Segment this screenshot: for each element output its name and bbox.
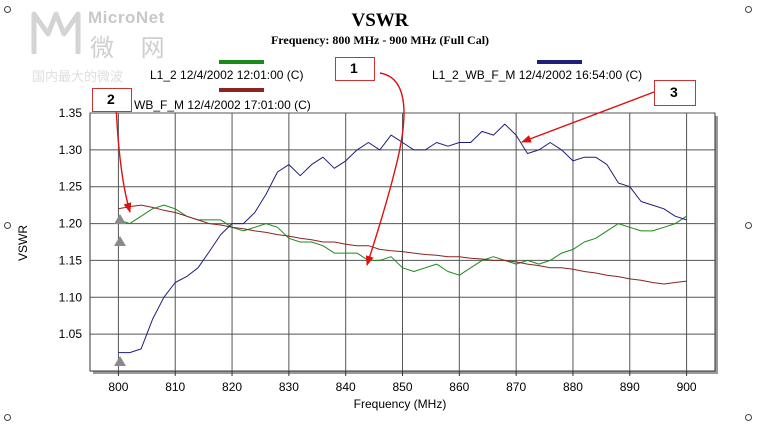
resize-handle-mid-right[interactable] [745, 222, 752, 229]
x-tick-label: 880 [563, 380, 583, 394]
chart-title: VSWR [351, 10, 408, 31]
callout-box-3[interactable]: 3 [654, 80, 696, 106]
x-tick-label: 850 [392, 380, 412, 394]
callout-arrow-1 [365, 72, 405, 266]
callout-arrow-2 [115, 103, 132, 213]
callout-label-1: 1 [350, 60, 358, 76]
watermark-chinese: 微 网 [90, 35, 175, 62]
watermark-brand: MicroNet [88, 8, 165, 27]
legend-label-1: L1_2 12/4/2002 12:01:00 (C) [150, 68, 303, 82]
resize-handle-top-right[interactable] [745, 6, 752, 13]
legend-label-3: L1_2_WB_F_M 12/4/2002 16:54:00 (C) [432, 68, 642, 82]
callout-label-3: 3 [670, 84, 678, 100]
callout-arrow-3 [521, 91, 655, 143]
callout-box-2[interactable]: 2 [92, 88, 132, 112]
y-tick-label: 1.30 [59, 143, 83, 157]
y-tick-label: 1.15 [59, 253, 83, 267]
resize-handle-top-left[interactable] [4, 6, 11, 13]
legend-label-2: WB_F_M 12/4/2002 17:01:00 (C) [134, 98, 311, 112]
y-tick-label: 1.25 [59, 180, 83, 194]
series-line-3 [118, 123, 687, 354]
watermark-tagline: 国内最大的微波 [32, 69, 124, 84]
x-tick-label: 810 [165, 380, 185, 394]
y-tick-label: 1.05 [59, 327, 83, 341]
x-tick-label: 860 [449, 380, 469, 394]
marker-triangle-icon [114, 214, 126, 224]
resize-handle-bottom-right[interactable] [745, 414, 752, 421]
y-axis-label: VSWR [16, 225, 30, 261]
y-tick-label: 1.35 [59, 106, 83, 120]
series-line-1 [118, 204, 687, 276]
micronet-logo-icon [31, 11, 81, 54]
resize-handle-mid-left[interactable] [4, 222, 11, 229]
x-tick-label: 830 [279, 380, 299, 394]
legend-swatch-3 [537, 60, 582, 64]
y-tick-label: 1.10 [59, 290, 83, 304]
y-tick-label: 1.20 [59, 217, 83, 231]
marker-triangle-icon [114, 236, 126, 246]
callout-label-2: 2 [107, 91, 115, 107]
x-axis-label: Frequency (MHz) [354, 397, 447, 411]
x-tick-label: 820 [222, 380, 242, 394]
callout-box-1[interactable]: 1 [335, 57, 375, 81]
x-tick-label: 870 [506, 380, 526, 394]
legend-swatch-1 [219, 60, 264, 64]
marker-triangle-icon [114, 356, 126, 366]
x-tick-label: 900 [677, 380, 697, 394]
chart-subtitle: Frequency: 800 MHz - 900 MHz (Full Cal) [271, 33, 489, 47]
legend-swatch-2 [219, 88, 264, 92]
x-tick-label: 840 [336, 380, 356, 394]
resize-handle-bottom-left[interactable] [4, 414, 11, 421]
x-tick-label: 800 [108, 380, 128, 394]
series-line-2 [118, 204, 687, 285]
x-tick-label: 890 [620, 380, 640, 394]
